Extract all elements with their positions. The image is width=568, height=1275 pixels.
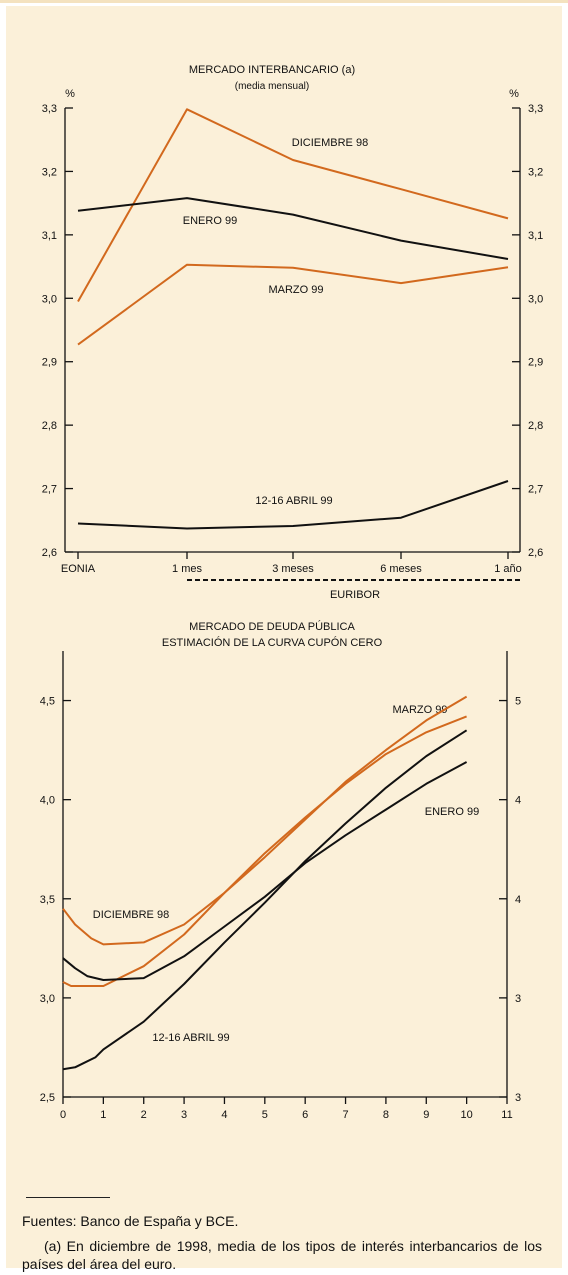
chart1-ytick-label-left: 2,7: [42, 484, 57, 496]
top-border: [0, 0, 568, 3]
chart2-xtick-label: 9: [423, 1109, 429, 1121]
chart2-xtick-label: 8: [383, 1109, 389, 1121]
chart1-ytick-label-right: 2,9: [528, 357, 543, 369]
chart2-label-marzo: MARZO 99: [392, 704, 447, 716]
chart2-series-line-1: [62, 715, 467, 987]
chart2-series-line-0: [62, 695, 468, 946]
chart2-xtick-label: 5: [262, 1109, 268, 1121]
chart2-ytick-label-right: 4: [515, 795, 521, 807]
chart1-ytick-label-right: 3,0: [528, 293, 543, 305]
chart1-label-marzo: MARZO 99: [268, 284, 323, 296]
chart2-xtick-label: 1: [100, 1109, 106, 1121]
chart2-xtick-label: 7: [342, 1109, 348, 1121]
footnote-rule: [26, 1197, 110, 1198]
chart1-ytick-label-left: 3,0: [42, 293, 57, 305]
chart1-ytick-label-left: 3,1: [42, 230, 57, 242]
sources-note: Fuentes: Banco de España y BCE.: [22, 1213, 239, 1229]
chart2-label-diciembre: DICIEMBRE 98: [93, 909, 169, 921]
chart1-ytick-label-right: 3,3: [528, 103, 543, 115]
figure-panel: [6, 6, 562, 1268]
chart2-ytick-label-left: 2,5: [40, 1092, 55, 1104]
chart1-ytick-label-left: 2,6: [42, 547, 57, 559]
chart2-title: MERCADO DE DEUDA PÚBLICA: [189, 620, 355, 633]
chart2-ytick-label-right: 3: [515, 993, 521, 1005]
chart1-ytick-label-left: 2,9: [42, 357, 57, 369]
footnote-a: (a) En diciembre de 1998, media de los t…: [22, 1238, 542, 1272]
chart2-label-enero: ENERO 99: [425, 806, 479, 818]
chart1-label-abril: 12-16 ABRIL 99: [255, 495, 332, 507]
chart1-ytick-label-left: 2,8: [42, 420, 57, 432]
chart1-title: MERCADO INTERBANCARIO (a): [189, 64, 355, 76]
chart1-ylabel-right: %: [509, 88, 519, 100]
chart1-xtick-label: 1 mes: [172, 563, 202, 575]
chart2-ytick-label-right: 4: [515, 894, 521, 906]
chart2-xtick-label: 10: [461, 1109, 473, 1121]
chart1-ytick-label-left: 3,2: [42, 166, 57, 178]
chart2-series-line-3: [62, 729, 468, 1071]
chart2-xtick-label: 11: [501, 1109, 512, 1121]
chart1-label-diciembre: DICIEMBRE 98: [292, 137, 368, 149]
chart1-subtitle: (media mensual): [235, 81, 309, 92]
chart1-series-line-2: [77, 263, 509, 346]
chart2-ytick-label-left: 4,5: [40, 696, 55, 708]
chart2-ytick-label-left: 4,0: [40, 795, 55, 807]
chart1-ytick-label-right: 2,8: [528, 420, 543, 432]
chart2-xtick-label: 0: [60, 1109, 66, 1121]
chart2-subtitle: ESTIMACIÓN DE LA CURVA CUPÓN CERO: [162, 636, 383, 649]
chart1-xtick-label: EONIA: [61, 563, 96, 575]
chart2-xtick-label: 2: [141, 1109, 147, 1121]
chart1-group-label: EURIBOR: [330, 589, 380, 601]
chart1-ytick-label-right: 3,2: [528, 166, 543, 178]
chart2-ytick-label-right: 5: [515, 696, 521, 708]
chart1-series-line-1: [77, 197, 509, 260]
chart2-xtick-label: 6: [302, 1109, 308, 1121]
chart2-ytick-label-left: 3,5: [40, 894, 55, 906]
chart1-ylabel-left: %: [65, 88, 75, 100]
chart2-label-abril: 12-16 ABRIL 99: [152, 1032, 229, 1044]
chart1-ytick-label-left: 3,3: [42, 103, 57, 115]
chart1-ytick-label-right: 3,1: [528, 230, 543, 242]
chart1-xtick-label: 3 meses: [272, 563, 314, 575]
chart1-series-line-0: [77, 108, 509, 302]
chart1-series-line-3: [77, 480, 509, 530]
chart1-xtick-label: 1 año: [494, 563, 522, 575]
chart2-xtick-label: 4: [221, 1109, 227, 1121]
chart1-label-enero: ENERO 99: [183, 215, 237, 227]
chart2-ytick-label-left: 3,0: [40, 993, 55, 1005]
chart2-series-line-2: [62, 761, 468, 981]
chart1-ytick-label-right: 2,6: [528, 547, 543, 559]
chart2-ytick-label-right: 3: [515, 1092, 521, 1104]
chart1-ytick-label-right: 2,7: [528, 484, 543, 496]
chart2-xtick-label: 3: [181, 1109, 187, 1121]
chart1-xtick-label: 6 meses: [380, 563, 422, 575]
